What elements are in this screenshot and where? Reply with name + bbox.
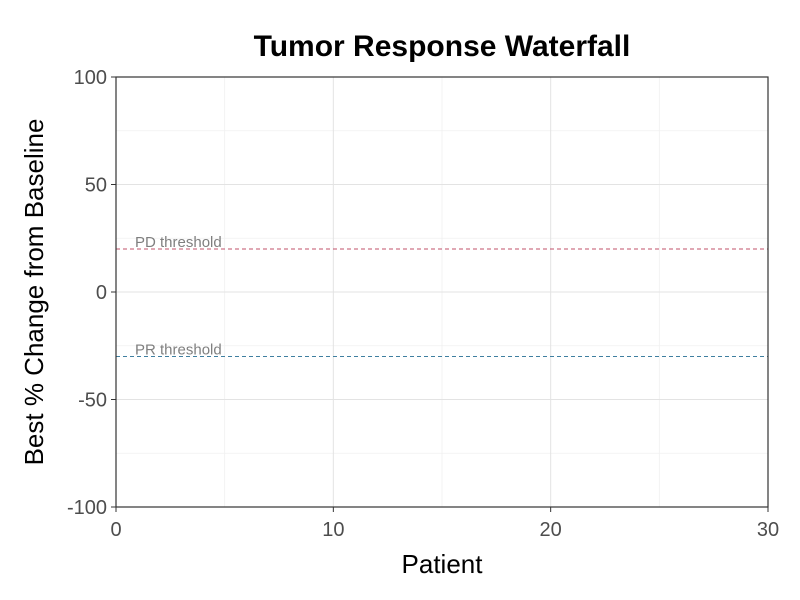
y-tick-label: 0 bbox=[96, 282, 107, 304]
reference-line-label: PR threshold bbox=[135, 342, 222, 359]
x-tick-label: 30 bbox=[757, 519, 779, 541]
y-tick-label: -100 bbox=[67, 497, 107, 519]
y-tick-label: -50 bbox=[78, 390, 107, 412]
x-tick-label: 10 bbox=[322, 519, 344, 541]
x-axis-title: Patient bbox=[402, 549, 484, 579]
y-tick-label: 50 bbox=[85, 175, 107, 197]
chart-title: Tumor Response Waterfall bbox=[254, 30, 631, 63]
axis-ticks: 0 10 20 30 -100 -50 0 50 100 bbox=[67, 67, 779, 541]
reference-line-label: PD threshold bbox=[135, 234, 222, 251]
x-tick-label: 0 bbox=[110, 519, 121, 541]
y-axis-title: Best % Change from Baseline bbox=[19, 119, 49, 466]
x-tick-label: 20 bbox=[540, 519, 562, 541]
y-tick-label: 100 bbox=[74, 67, 107, 89]
reference-lines: PD threshold PR threshold bbox=[116, 234, 768, 359]
minor-gridlines bbox=[116, 77, 768, 507]
